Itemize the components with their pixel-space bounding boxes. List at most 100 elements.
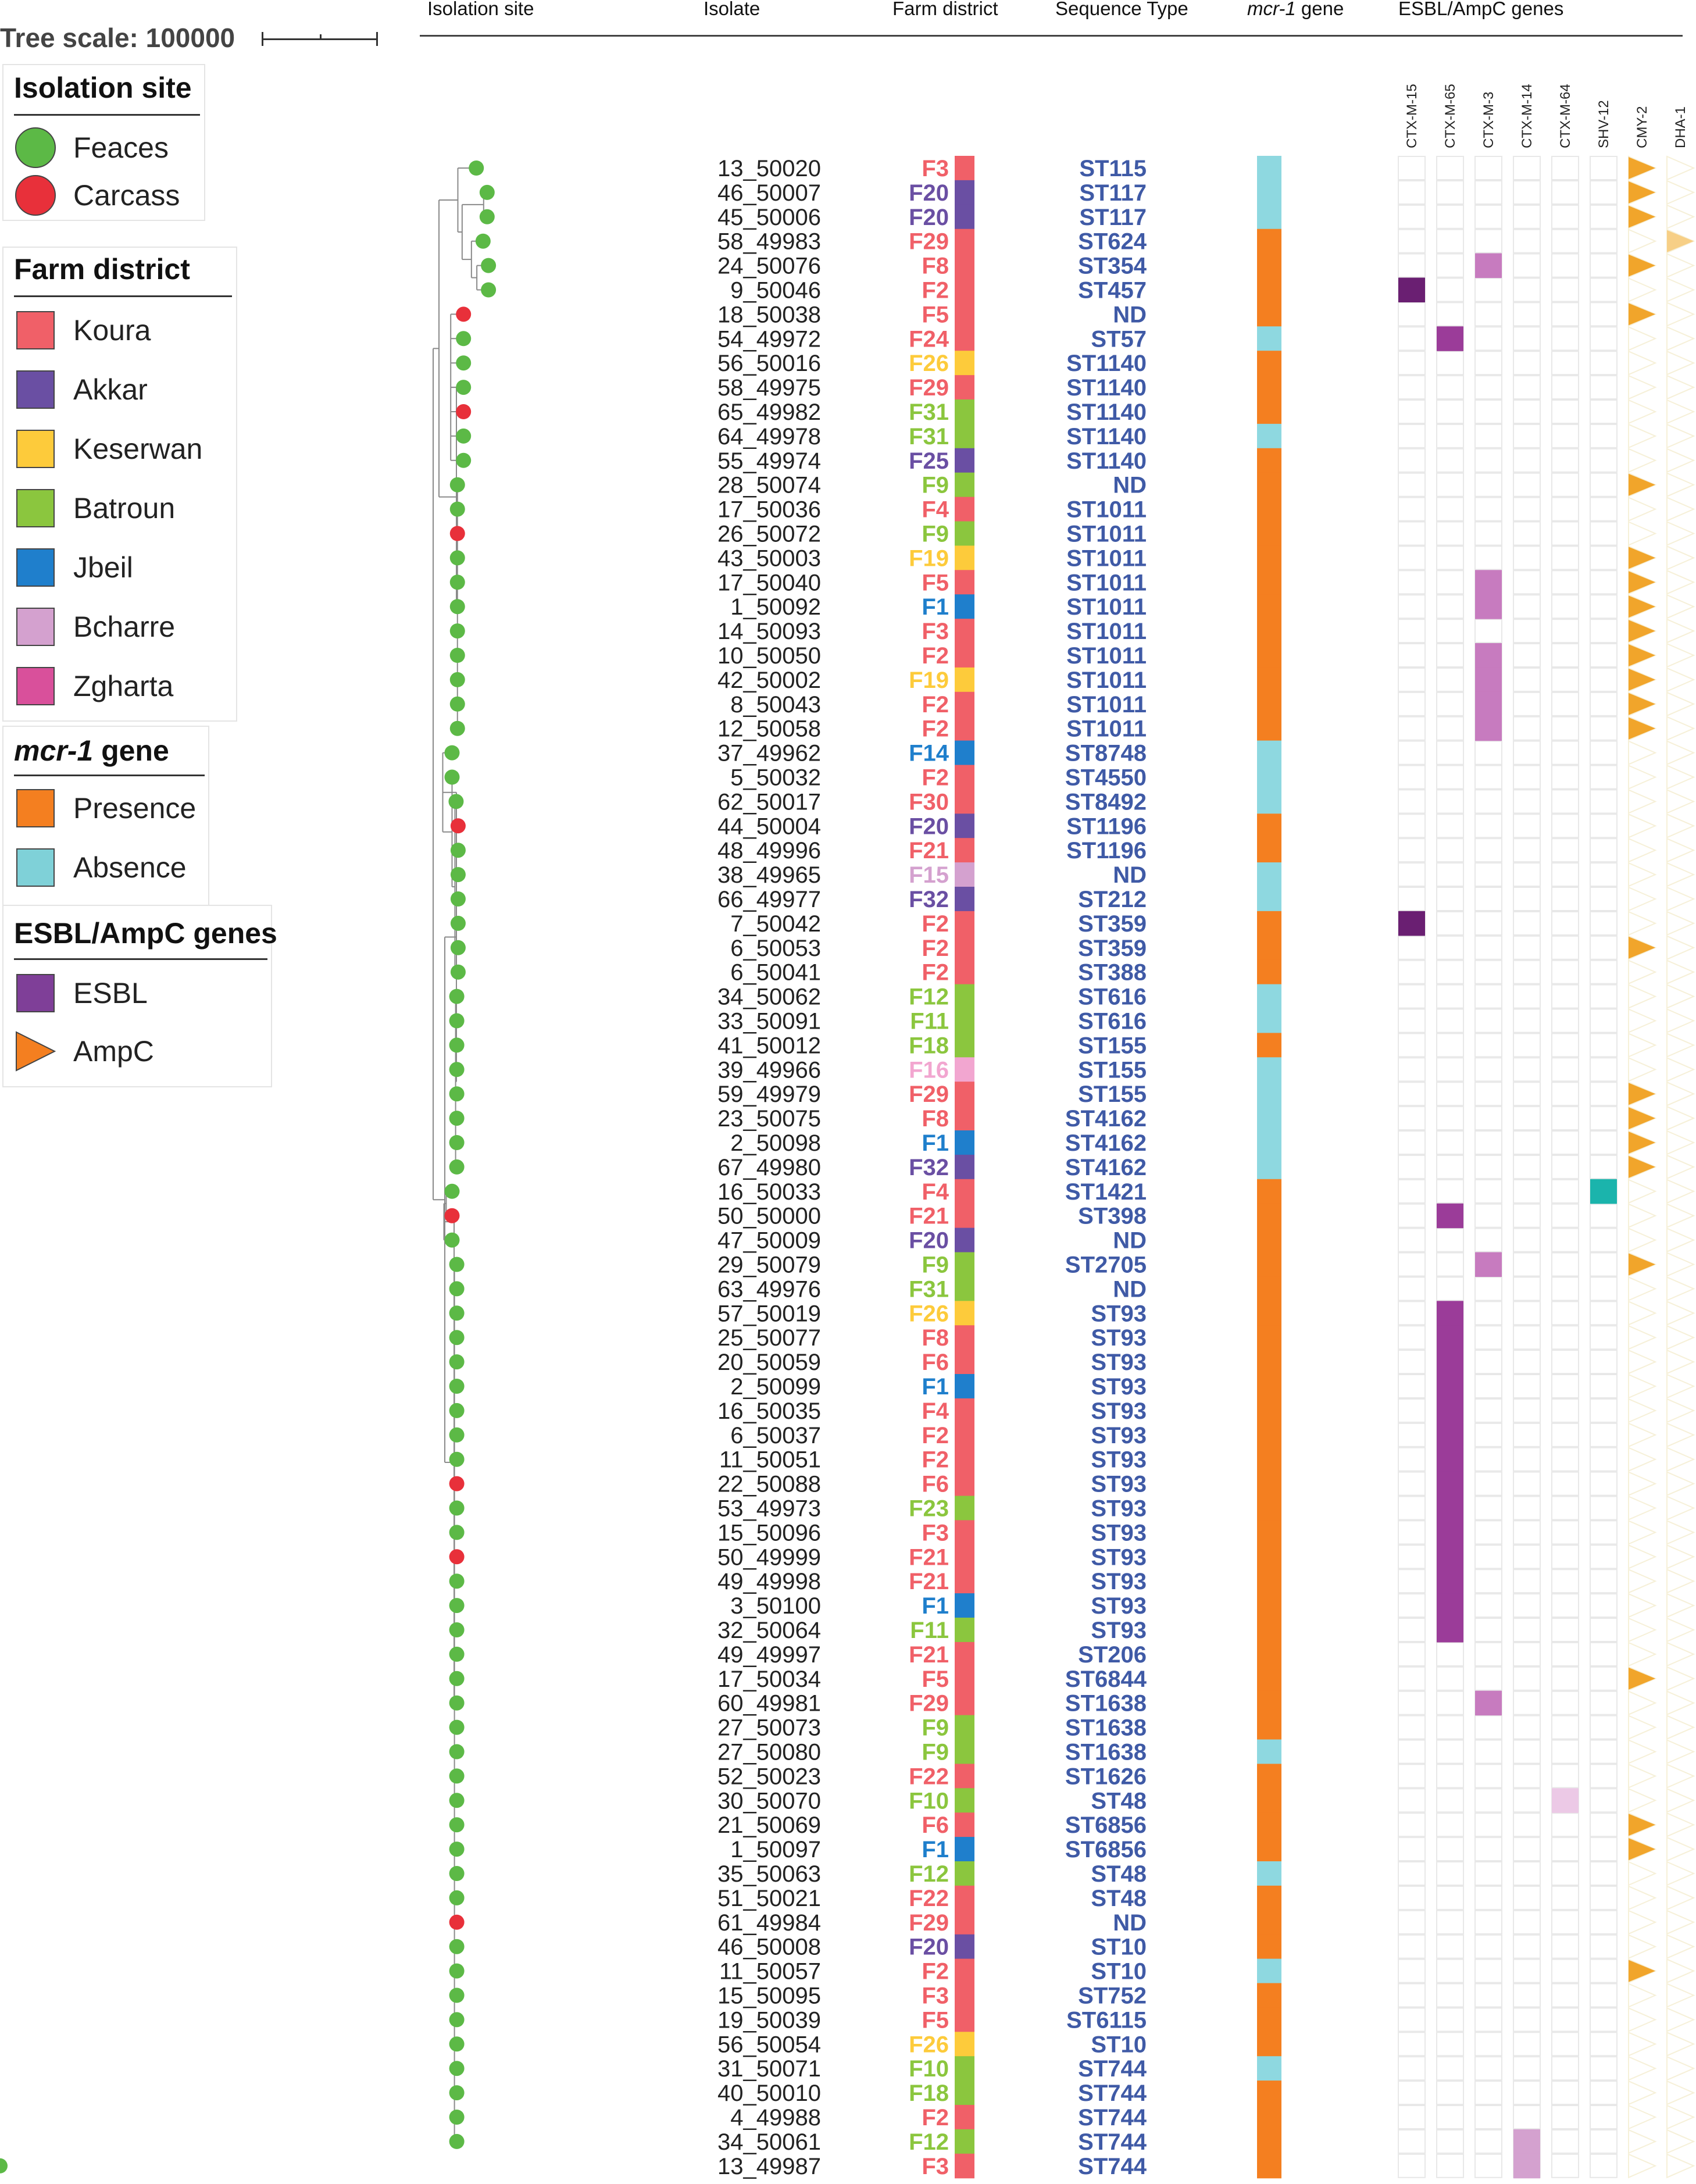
gene-empty-cell <box>1590 765 1618 790</box>
gene-empty-triangle <box>1666 935 1695 961</box>
gene-empty-cell <box>1513 448 1541 473</box>
legend-rule <box>14 114 200 116</box>
gene-empty-cell <box>1398 1910 1426 1935</box>
legend-rule <box>14 295 232 297</box>
gene-empty-cell <box>1513 862 1541 887</box>
gene-empty-cell <box>1551 229 1579 254</box>
header-rule <box>420 35 1683 37</box>
gene-empty-cell <box>1513 2032 1541 2057</box>
sequence-type: ST93 <box>1091 1398 1147 1424</box>
gene-empty-triangle <box>1666 1495 1695 1521</box>
sequence-type: ST155 <box>1078 1082 1147 1107</box>
gene-empty-cell <box>1474 1057 1502 1082</box>
isolate-id: 10_50050 <box>717 643 821 669</box>
batroun-swatch-icon <box>16 489 55 527</box>
header-mcr-rest: gene <box>1295 0 1344 19</box>
gene-empty-cell <box>1590 302 1618 327</box>
gene-empty-triangle <box>1628 1593 1657 1618</box>
farm-district-strip <box>955 1520 974 1545</box>
gene-empty-triangle <box>1628 1787 1657 1813</box>
gene-empty-triangle <box>1666 155 1695 181</box>
gene-empty-cell <box>1436 911 1464 936</box>
farm-district-strip <box>955 1374 974 1399</box>
gene-empty-cell <box>1590 1544 1618 1569</box>
isolation-site-dot <box>449 1135 465 1150</box>
isolate-id: 38_49965 <box>717 862 821 888</box>
esbl-swatch-icon <box>16 974 55 1012</box>
esbl-gene-mark <box>1437 1471 1463 1497</box>
isolate-id: 61_49984 <box>717 1910 821 1936</box>
legend-item-carcass: Carcass <box>15 172 180 219</box>
isolation-site-dot <box>449 1768 465 1784</box>
mcr-gene-strip <box>1257 204 1281 230</box>
gene-empty-cell <box>1590 1666 1618 1691</box>
sequence-type: ST359 <box>1078 936 1147 961</box>
legend-item-label: AmpC <box>73 1035 154 1068</box>
sequence-type: ST6856 <box>1065 1837 1147 1862</box>
isolate-id: 63_49976 <box>717 1276 821 1302</box>
sequence-type: ST93 <box>1091 1496 1147 1522</box>
gene-empty-cell <box>1513 1520 1541 1545</box>
farm-district-strip <box>955 1057 974 1082</box>
gene-empty-triangle <box>1666 1349 1695 1375</box>
isolate-id: 5_50032 <box>730 765 821 791</box>
isolate-id: 46_50007 <box>717 180 821 206</box>
gene-empty-cell <box>1474 497 1502 522</box>
gene-empty-cell <box>1590 1106 1618 1131</box>
gene-empty-cell <box>1513 399 1541 424</box>
gene-empty-cell <box>1590 1374 1618 1398</box>
isolation-site-dot <box>469 160 484 176</box>
isolation-site-dot <box>449 1037 465 1053</box>
gene-empty-triangle <box>1628 520 1657 547</box>
ampc-gene-mark <box>1629 1107 1655 1130</box>
gene-empty-cell <box>1474 2105 1502 2129</box>
farm-label: F21 <box>909 1569 949 1594</box>
gene-empty-triangle <box>1666 448 1695 473</box>
sequence-type: ST8492 <box>1065 789 1147 815</box>
feaces-dot-icon <box>15 127 56 168</box>
isolation-site-dot <box>450 818 466 834</box>
gene-empty-cell <box>1513 229 1541 254</box>
gene-column-label: SHV-12 <box>1596 100 1612 148</box>
gene-empty-cell <box>1474 2080 1502 2106</box>
sequence-type: ST4162 <box>1065 1155 1147 1180</box>
farm-district-strip <box>955 2080 974 2106</box>
isolate-id: 20_50059 <box>717 1350 821 1375</box>
gene-empty-triangle <box>1628 959 1657 985</box>
gene-empty-cell <box>1551 1252 1579 1277</box>
mcr-gene-strip <box>1257 667 1281 693</box>
gene-empty-cell <box>1398 180 1426 205</box>
farm-district-strip <box>955 1106 974 1131</box>
ampc-gene-mark <box>1629 254 1655 277</box>
farm-label: F20 <box>909 813 949 839</box>
isolate-id: 45_50006 <box>717 205 821 230</box>
gene-empty-triangle <box>1666 472 1695 498</box>
farm-district-strip <box>955 935 974 961</box>
farm-label: F26 <box>909 1301 949 1326</box>
farm-label: F2 <box>922 643 949 669</box>
isolate-id: 52_50023 <box>717 1764 821 1789</box>
gene-empty-triangle <box>1666 1617 1695 1643</box>
gene-empty-cell <box>1436 351 1464 376</box>
gene-empty-cell <box>1436 1958 1464 1983</box>
sequence-type: ST1011 <box>1066 716 1147 742</box>
sequence-type: ST752 <box>1078 1983 1147 2009</box>
farm-label: F2 <box>922 765 949 791</box>
mcr-gene-strip <box>1257 1934 1281 1960</box>
gene-empty-cell <box>1513 887 1541 911</box>
isolation-site-dot <box>449 501 465 517</box>
isolate-id: 16_50035 <box>717 1398 821 1424</box>
farm-district-strip <box>955 740 974 766</box>
sequence-type: ST1421 <box>1065 1179 1147 1205</box>
mcr-gene-strip <box>1257 1374 1281 1399</box>
farm-district-strip <box>955 1008 974 1033</box>
gene-empty-cell <box>1551 497 1579 522</box>
legend-isolation-site-title: Isolation site <box>14 72 192 104</box>
farm-district-strip <box>955 1885 974 1911</box>
ampc-gene-mark <box>1629 571 1655 594</box>
isolation-site-dot <box>449 1354 465 1370</box>
farm-label: F4 <box>922 1398 949 1424</box>
sequence-type: ST1140 <box>1066 375 1147 401</box>
sequence-type: ST93 <box>1091 1301 1147 1326</box>
gene-empty-cell <box>1398 1471 1426 1496</box>
